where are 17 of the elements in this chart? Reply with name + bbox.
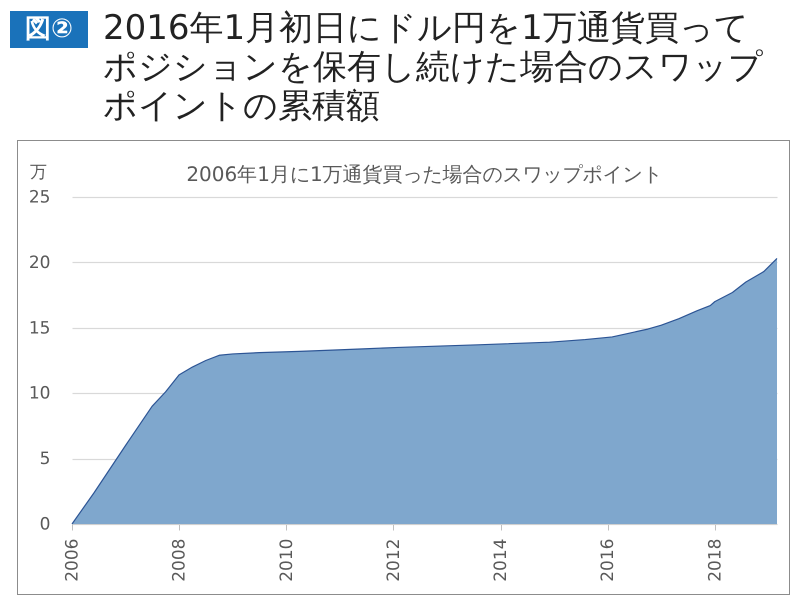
y-tick-label: 0 bbox=[40, 514, 50, 534]
y-tick-label: 20 bbox=[28, 252, 50, 273]
y-tick-label: 15 bbox=[28, 318, 50, 338]
chart-title: 2016年1月初日にドル円を1万通貨買ってポジションを保有し続けた場合のスワップポイントの累積額 bbox=[103, 8, 764, 126]
x-tick-label: 2012 bbox=[384, 538, 404, 582]
x-tick-label: 2008 bbox=[170, 538, 190, 582]
y-tick-label: 25 bbox=[28, 188, 50, 208]
x-tick-label: 2016 bbox=[598, 538, 618, 582]
x-tick-label: 2010 bbox=[276, 538, 297, 582]
x-tick-label: 2014 bbox=[491, 538, 512, 582]
chart-subtitle: 2006年1月に1万通貨買った場合のスワップポイント bbox=[186, 162, 663, 186]
y-tick-label: 5 bbox=[40, 449, 50, 470]
y-tick-label: 10 bbox=[28, 384, 50, 404]
text: 図② bbox=[10, 11, 88, 48]
x-tick-label: 2006 bbox=[62, 538, 82, 582]
y-axis-title: 万 bbox=[30, 162, 47, 182]
x-tick-label: 2018 bbox=[705, 538, 726, 582]
